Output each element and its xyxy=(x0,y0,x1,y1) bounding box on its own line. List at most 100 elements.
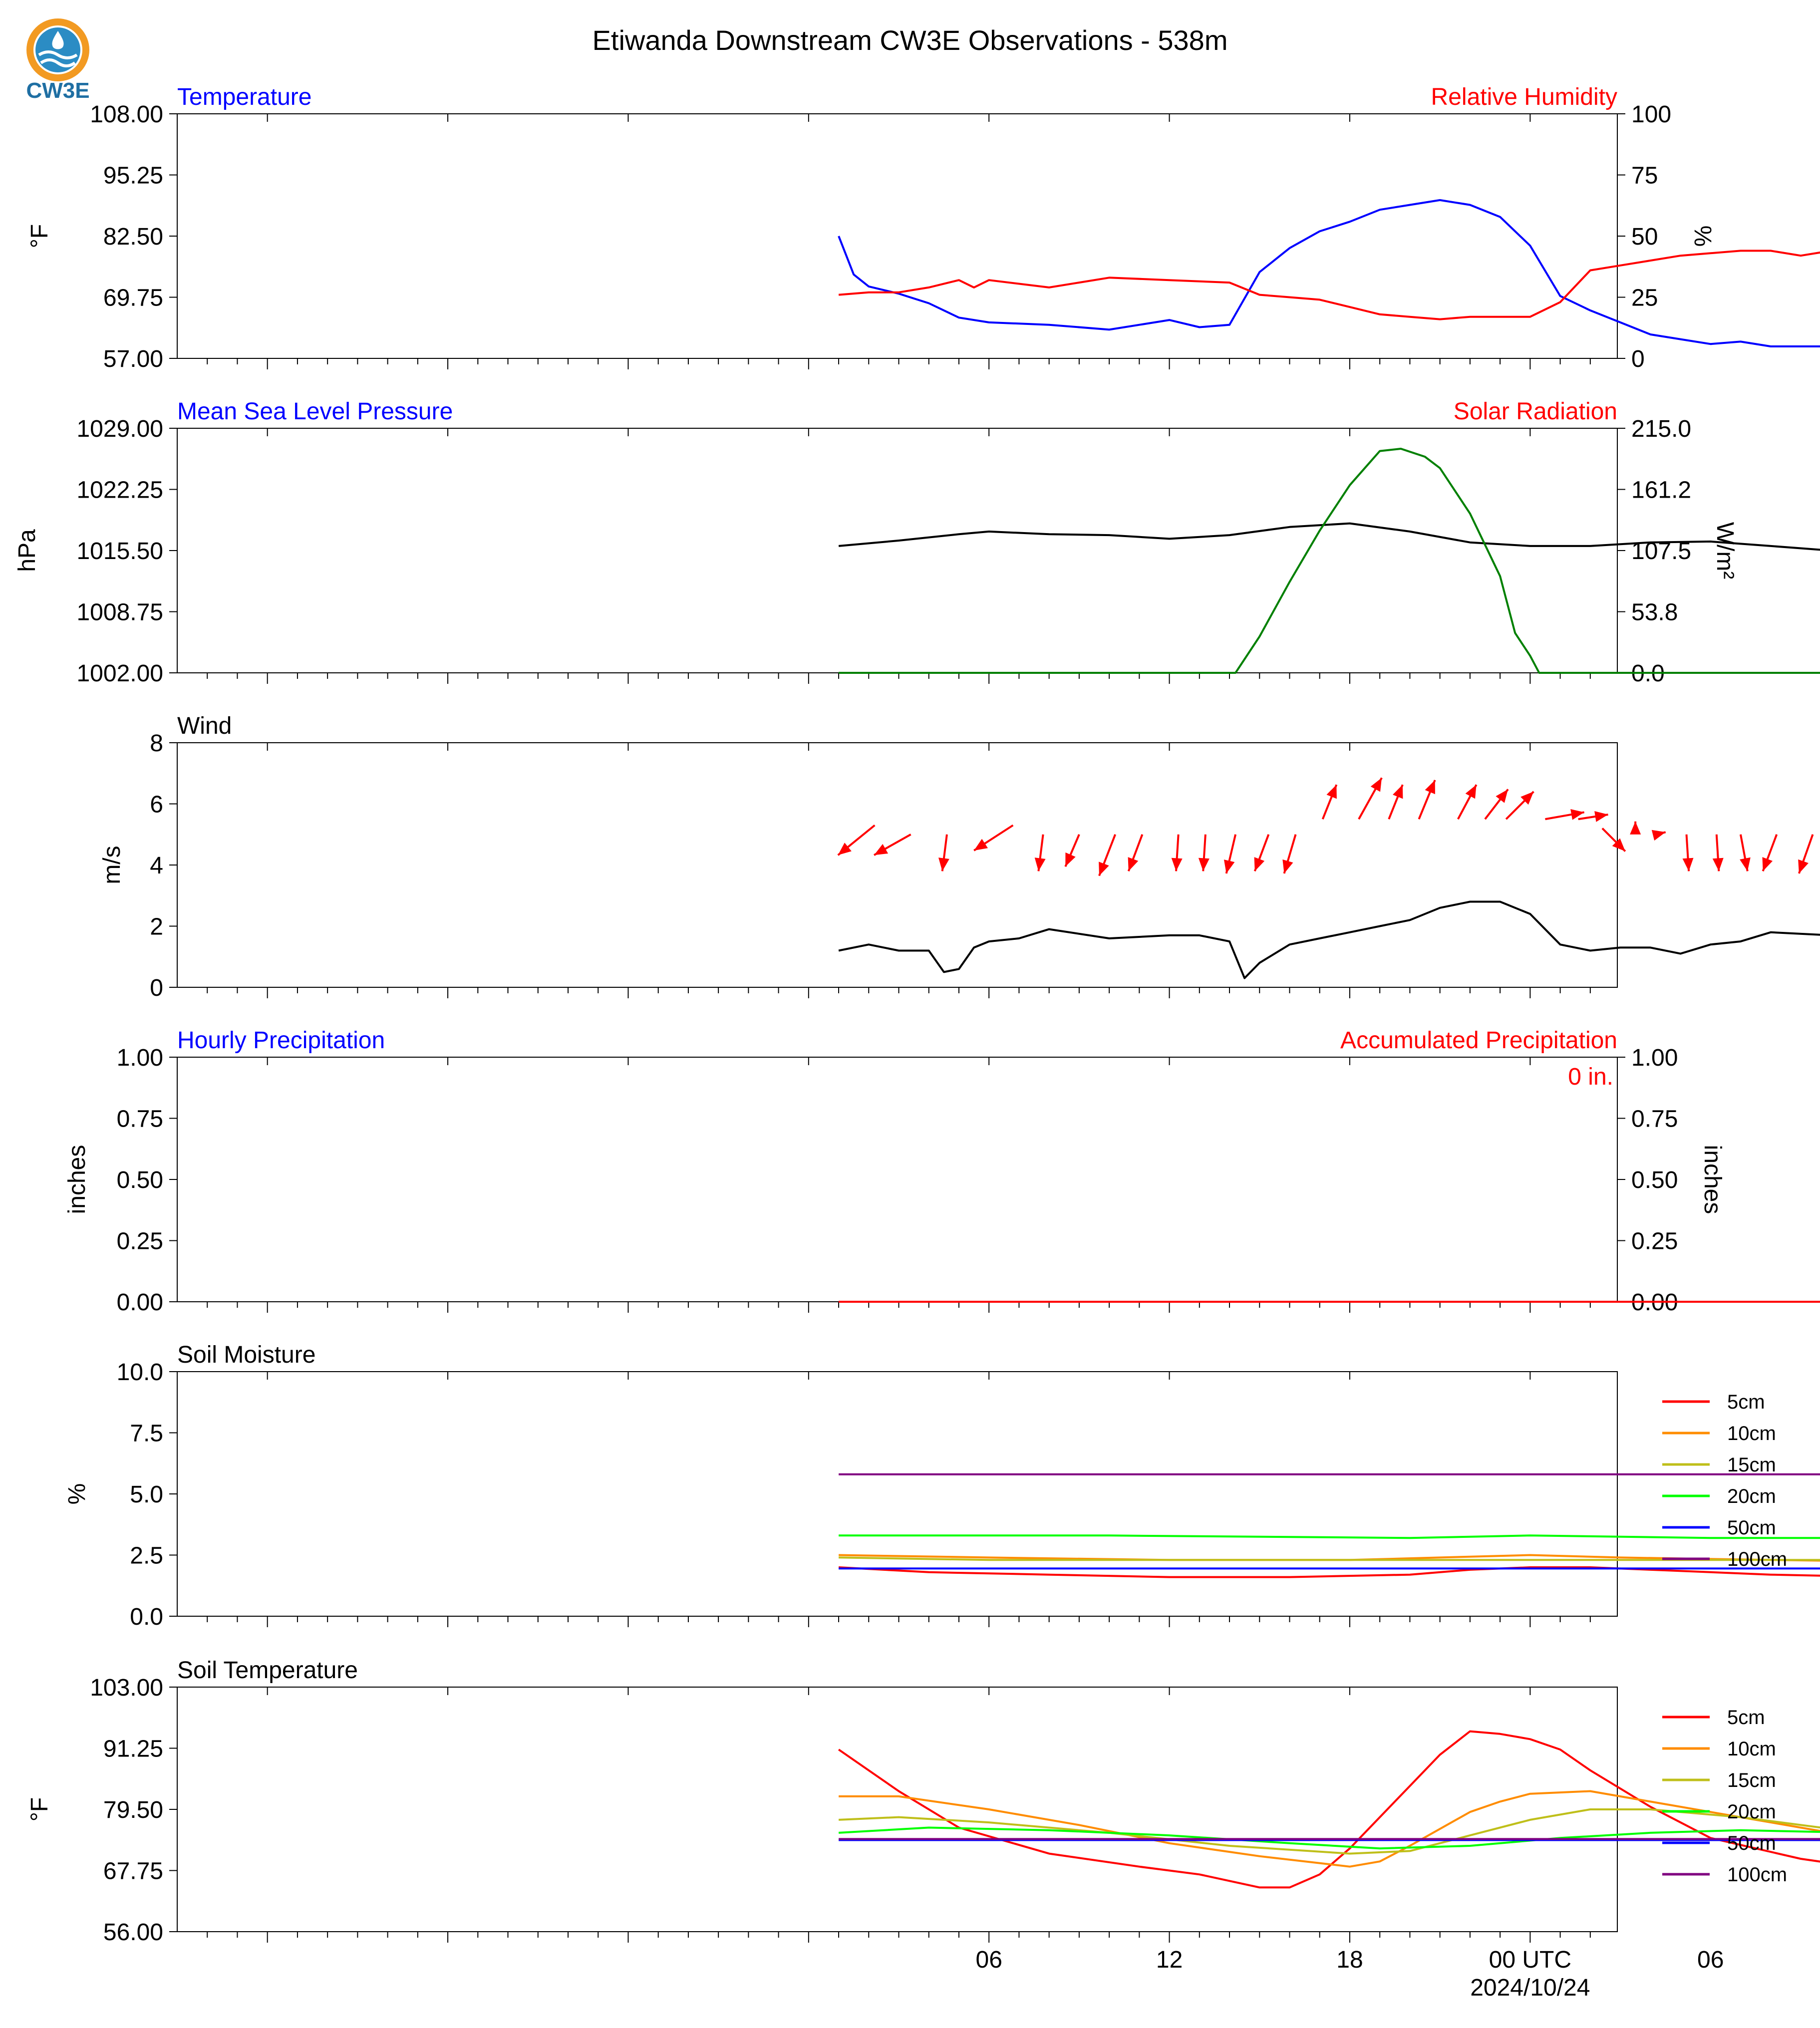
x-tick-label: 06 xyxy=(1697,1947,1724,1973)
y-tick-label: 5.0 xyxy=(130,1481,163,1508)
y-tick-label: 67.75 xyxy=(103,1858,163,1885)
wind-arrow-head xyxy=(1370,778,1382,792)
x-ticks xyxy=(207,114,1591,369)
panel-4: 0.000.250.500.751.000.000.250.500.751.00… xyxy=(64,1027,1820,1316)
legend-label: 5cm xyxy=(1727,1391,1765,1413)
y-tick-label: 0.75 xyxy=(117,1106,163,1133)
x-date-label: 2024/10/24 xyxy=(1470,1975,1590,2001)
logo-sun-ring xyxy=(26,18,89,81)
series-line-10cm xyxy=(839,1790,1820,1868)
logo-drop-icon xyxy=(52,31,64,49)
y-tick-label: 0.00 xyxy=(117,1289,163,1316)
y-tick-label-right: 53.8 xyxy=(1631,599,1678,626)
panel-title-left: Mean Sea Level Pressure xyxy=(177,398,453,425)
wind-arrow-head xyxy=(1128,857,1139,871)
wind-arrow-head xyxy=(1254,857,1265,871)
wind-arrow-head xyxy=(938,858,949,871)
y-tick-label: 10.0 xyxy=(117,1359,163,1386)
logo-wave xyxy=(40,58,76,67)
x-ticks xyxy=(207,743,1591,998)
y-tick-label: 2 xyxy=(150,914,163,940)
x-tick-label: 18 xyxy=(1336,1947,1363,1973)
wind-arrow-head xyxy=(1594,811,1608,822)
legend-label: 50cm xyxy=(1727,1517,1776,1539)
y-tick-label: 1022.25 xyxy=(76,477,163,504)
wind-arrow-head xyxy=(1798,859,1809,873)
series-line-20cm xyxy=(839,1534,1820,1539)
panel-1: 57.00 69.75 82.50 95.25 108.00 0 25 50 75 100 Temp… xyxy=(26,84,1820,372)
y-tick-label-right: 0.50 xyxy=(1631,1167,1678,1193)
y-axis-label: °F xyxy=(26,1797,53,1822)
wind-arrow-head xyxy=(1651,830,1666,841)
legend-label: 15cm xyxy=(1727,1454,1776,1476)
panel-title-right: Relative Humidity xyxy=(1431,84,1617,110)
y-tick-label-right: 161.2 xyxy=(1631,477,1691,504)
figure-title: Etiwanda Downstream CW3E Observations - … xyxy=(593,24,1228,56)
series-line-relative-humidity xyxy=(838,250,1820,320)
y-tick-label: 79.50 xyxy=(103,1797,163,1823)
y-tick-label: 103.00 xyxy=(90,1675,163,1701)
legend-label: 10cm xyxy=(1727,1738,1776,1760)
wind-arrows xyxy=(837,777,1814,876)
y-axis-label-right: % xyxy=(1689,226,1716,247)
legend-label: 5cm xyxy=(1727,1707,1765,1729)
y-axis-label: inches xyxy=(64,1145,90,1214)
wind-arrow-head xyxy=(874,844,889,856)
logo-text: CW3E xyxy=(26,78,89,103)
wind-arrow-head xyxy=(1326,785,1337,799)
legend: 5cm 10cm 15cm 20cm 50cm 100cm xyxy=(1662,1707,1787,1886)
y-tick-label-right: 0 xyxy=(1631,346,1645,372)
x-ticks xyxy=(207,1372,1591,1627)
series-line-20cm xyxy=(838,1826,1820,1850)
y-axis-label-right: W/m² xyxy=(1712,522,1738,579)
wind-arrow-head xyxy=(1740,857,1751,871)
precip-total-annotation: 0 in. xyxy=(1568,1064,1613,1090)
y-axis-label: hPa xyxy=(14,529,40,572)
y-axis-label: m/s xyxy=(99,846,125,884)
x-ticks xyxy=(207,1687,1591,1943)
wind-arrow-head xyxy=(1570,809,1584,820)
y-tick-label-right: 0.75 xyxy=(1631,1106,1678,1133)
x-ticks xyxy=(207,1057,1591,1313)
legend-label: 15cm xyxy=(1727,1769,1776,1791)
series-line-temperature xyxy=(838,199,1820,347)
x-ticks xyxy=(207,428,1591,684)
legend-label: 20cm xyxy=(1727,1485,1776,1507)
panel-title-right: Solar Radiation xyxy=(1454,398,1617,425)
series-line-wind xyxy=(838,900,1820,979)
y-tick-label: 95.25 xyxy=(103,163,163,189)
series-line-15cm xyxy=(839,1556,1820,1561)
panel-2: 1002.001008.751015.501022.251029.000.053… xyxy=(14,398,1820,687)
y-tick-label: 1015.50 xyxy=(76,538,163,565)
y-tick-label: 2.5 xyxy=(130,1543,163,1569)
y-axis-label-right: inches xyxy=(1699,1145,1726,1214)
series-line-solar-radiation xyxy=(839,448,1820,674)
y-tick-label-right: 75 xyxy=(1631,163,1658,189)
legend-label: 20cm xyxy=(1727,1801,1776,1823)
y-axis-label: % xyxy=(64,1483,90,1505)
wind-arrow-head xyxy=(838,843,852,856)
x-tick-label: 06 xyxy=(976,1947,1002,1973)
wind-arrow-head xyxy=(1762,857,1773,871)
legend-label: 100cm xyxy=(1727,1548,1787,1570)
y-tick-label: 56.00 xyxy=(103,1919,163,1946)
y-tick-label-right: 1.00 xyxy=(1631,1045,1678,1071)
wind-arrow-head xyxy=(974,839,988,851)
wind-arrow-head xyxy=(1223,860,1235,873)
cw3e-logo: CW3E xyxy=(26,18,90,103)
series-line-mean-sea-level-pressure xyxy=(838,522,1820,551)
series-line-5cm xyxy=(838,1566,1820,1578)
wind-arrow-head xyxy=(1099,862,1109,876)
panel-title-left: Temperature xyxy=(177,84,311,110)
y-tick-label: 6 xyxy=(150,792,163,818)
wind-arrow-head xyxy=(1520,791,1534,805)
plot-frame xyxy=(177,113,1618,359)
y-tick-label: 8 xyxy=(150,730,163,757)
wind-arrow-head xyxy=(1425,780,1435,795)
y-tick-label-right: 215.0 xyxy=(1631,416,1691,442)
x-tick-label: 12 xyxy=(1156,1947,1183,1973)
wind-arrow-head xyxy=(1171,858,1183,871)
panel-title-left: Hourly Precipitation xyxy=(177,1027,385,1054)
y-tick-label: 4 xyxy=(150,853,163,879)
